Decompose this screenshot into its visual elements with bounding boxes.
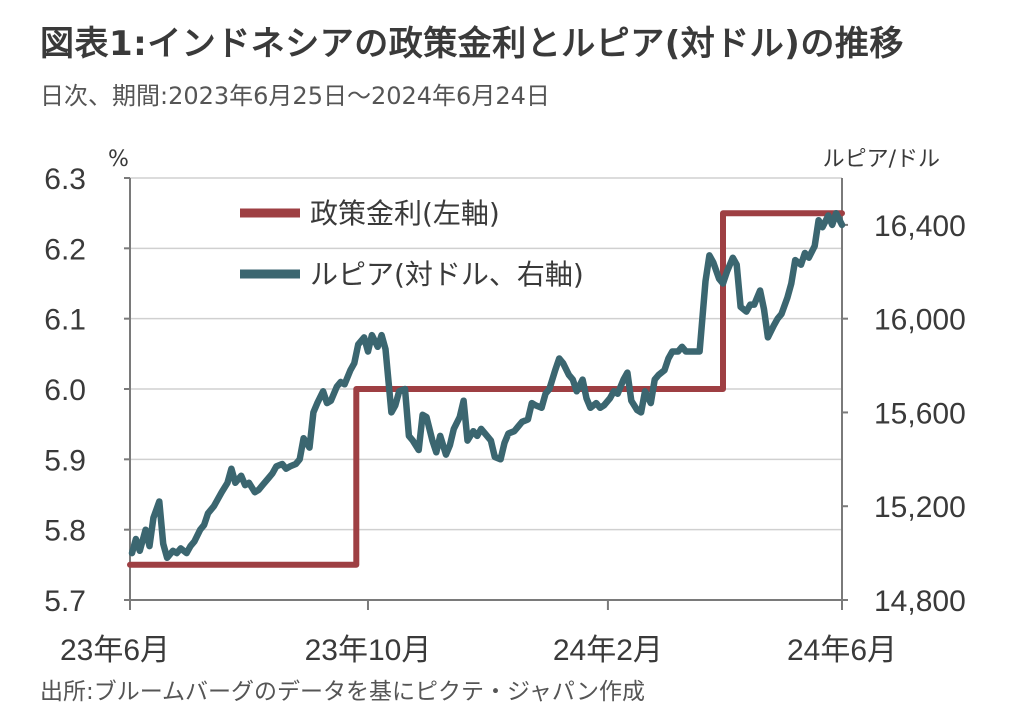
right-axis-unit: ルピア/ドル bbox=[823, 147, 940, 172]
x-tick-label: 23年10月 bbox=[305, 634, 432, 667]
right-tick-label: 14,800 bbox=[874, 585, 966, 618]
rupiah-line bbox=[128, 209, 846, 562]
left-tick-label: 5.8 bbox=[44, 515, 86, 548]
right-tick-label: 16,400 bbox=[874, 210, 966, 243]
left-tick-label: 6.2 bbox=[44, 233, 86, 266]
right-tick-label: 15,600 bbox=[874, 397, 966, 430]
legend-label: ルピア(対ドル、右軸) bbox=[310, 258, 584, 291]
left-axis-unit: % bbox=[108, 147, 129, 172]
legend-label: 政策金利(左軸) bbox=[310, 197, 500, 230]
x-tick-label: 24年2月 bbox=[553, 634, 663, 667]
right-tick-label: 15,200 bbox=[874, 491, 966, 524]
chart-title: 図表1:インドネシアの政策金利とルピア(対ドル)の推移 bbox=[40, 24, 904, 64]
right-tick-label: 16,000 bbox=[874, 304, 966, 337]
left-tick-label: 6.1 bbox=[44, 304, 86, 337]
chart-subtitle: 日次、期間:2023年6月25日〜2024年6月24日 bbox=[40, 82, 550, 110]
left-tick-label: 5.9 bbox=[44, 444, 86, 477]
left-tick-label: 6.0 bbox=[44, 374, 86, 407]
left-tick-label: 6.3 bbox=[44, 163, 86, 196]
policy-rate-line bbox=[127, 210, 845, 568]
left-tick-label: 5.7 bbox=[44, 585, 86, 618]
x-tick-label: 24年6月 bbox=[787, 634, 897, 667]
source-note: 出所:ブルームバーグのデータを基にピクテ・ジャパン作成 bbox=[40, 679, 646, 705]
x-tick-label: 23年6月 bbox=[60, 634, 170, 667]
